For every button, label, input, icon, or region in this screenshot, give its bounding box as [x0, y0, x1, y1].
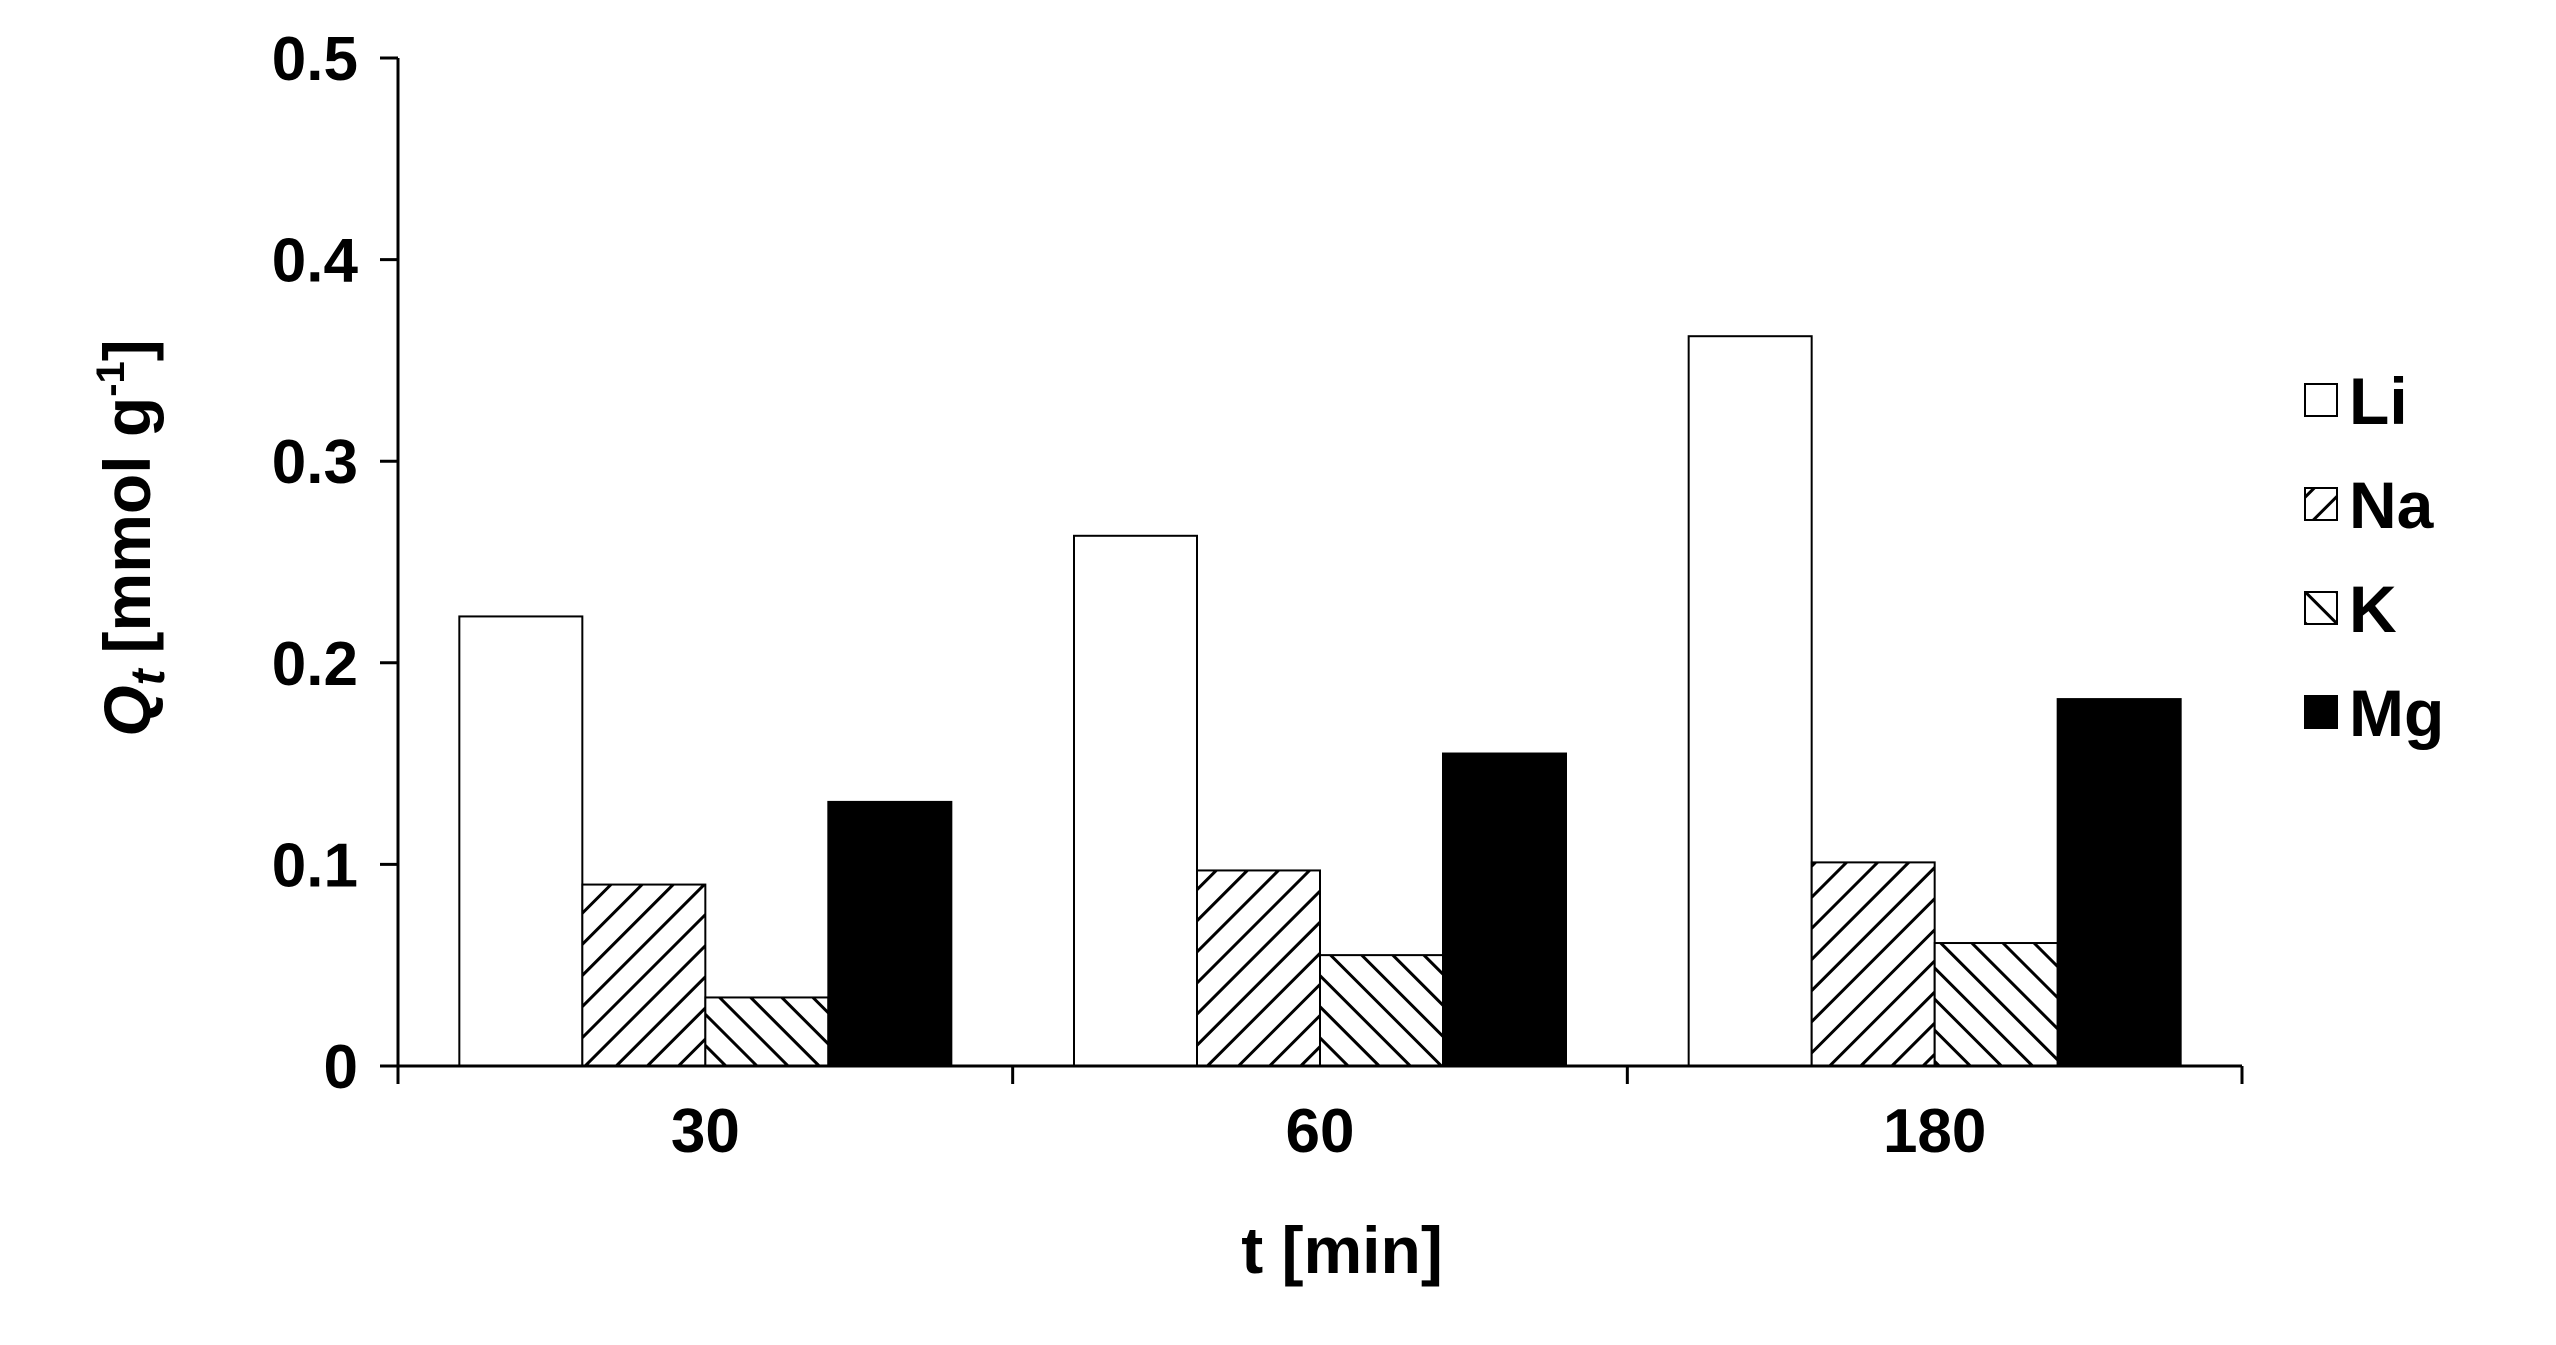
x-tick-label: 180	[1883, 1097, 1986, 1166]
bar-k-30	[704, 996, 830, 1067]
legend-label-k: K	[2349, 572, 2397, 646]
x-axis-title: t [min]	[1241, 1213, 1443, 1287]
legend-swatch-li	[2304, 383, 2338, 417]
legend-swatch-mg	[2304, 695, 2338, 729]
bar-na-30	[581, 883, 707, 1067]
bar-mg-180	[2056, 698, 2182, 1067]
bar-k-180	[1933, 942, 2059, 1067]
bar-li-30	[458, 615, 584, 1067]
y-axis-ticks: 0 0.1 0.2 0.3 0.4 0.5	[272, 25, 398, 1102]
bar-k-60	[1319, 954, 1444, 1067]
y-axis-symbol: Q	[90, 685, 164, 736]
y-tick-label: 0.5	[272, 25, 358, 94]
bar-mg-60	[1442, 752, 1567, 1068]
y-tick-label: 0.4	[272, 227, 359, 296]
x-tick-label: 30	[671, 1097, 740, 1166]
bar-li-60	[1073, 534, 1198, 1067]
x-tick-label: 60	[1286, 1097, 1355, 1166]
axes	[380, 58, 2242, 1068]
y-axis-unit: [mmol g	[90, 397, 164, 654]
bar-na-180	[1810, 861, 1936, 1067]
legend-swatch-na	[2304, 487, 2338, 521]
y-tick-label: 0.2	[272, 630, 358, 699]
legend-label-na: Na	[2349, 468, 2435, 542]
plot-bars	[458, 335, 2182, 1068]
legend-label-mg: Mg	[2349, 676, 2444, 750]
y-axis-subscript: t	[122, 667, 175, 685]
bar-li-180	[1687, 335, 1813, 1067]
bar-na-60	[1196, 869, 1321, 1067]
x-axis-ticks: 30 60 180	[396, 1066, 2244, 1166]
y-tick-label: 0	[324, 1033, 358, 1102]
legend: Li Na K Mg	[2304, 364, 2444, 750]
y-axis-unit-close: ]	[90, 339, 164, 361]
legend-swatch-k	[2304, 591, 2338, 625]
y-tick-label: 0.3	[272, 428, 358, 497]
y-axis-title: Qt [mmol g-1]	[89, 339, 175, 737]
legend-label-li: Li	[2349, 364, 2408, 438]
bar-mg-30	[827, 800, 953, 1067]
y-tick-label: 0.1	[272, 831, 358, 900]
y-axis-unit-exponent: -1	[89, 361, 133, 397]
